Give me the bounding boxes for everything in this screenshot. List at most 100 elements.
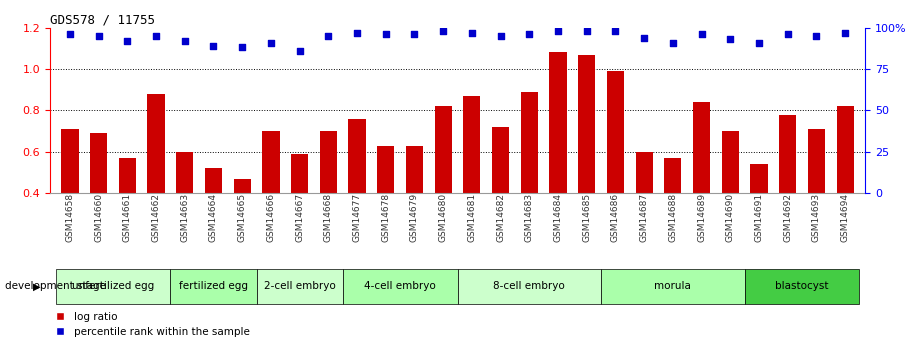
Bar [406, 146, 423, 276]
Bar [722, 131, 739, 276]
Bar [750, 164, 767, 276]
Bar [263, 131, 280, 276]
Text: GSM14663: GSM14663 [180, 193, 189, 242]
Bar [170, 269, 256, 304]
Text: GSM14692: GSM14692 [783, 193, 792, 242]
Text: GSM14678: GSM14678 [381, 193, 390, 242]
Point [694, 31, 708, 37]
Bar [90, 133, 107, 276]
Text: GSM14662: GSM14662 [151, 193, 160, 242]
Text: GSM14665: GSM14665 [237, 193, 246, 242]
Bar [492, 127, 509, 276]
Bar [377, 146, 394, 276]
Point [293, 48, 307, 53]
Point [321, 33, 335, 39]
Point [436, 28, 450, 34]
Bar [291, 154, 308, 276]
Point [752, 40, 766, 45]
Text: GSM14686: GSM14686 [611, 193, 620, 242]
Point [580, 28, 594, 34]
Text: GSM14687: GSM14687 [640, 193, 649, 242]
Text: GSM14660: GSM14660 [94, 193, 103, 242]
Bar [119, 158, 136, 276]
Point [407, 31, 421, 37]
Point [207, 43, 221, 49]
Point [723, 37, 737, 42]
Text: GSM14688: GSM14688 [669, 193, 678, 242]
Point [608, 28, 622, 34]
Text: development stage: development stage [5, 282, 105, 291]
Text: 2-cell embryo: 2-cell embryo [264, 282, 335, 291]
Bar [176, 152, 193, 276]
Point [809, 33, 824, 39]
Text: GSM14677: GSM14677 [352, 193, 361, 242]
Bar [693, 102, 710, 276]
Text: GSM14691: GSM14691 [755, 193, 764, 242]
Text: unfertilized egg: unfertilized egg [72, 282, 154, 291]
Point [63, 31, 77, 37]
Bar [808, 129, 825, 276]
Bar [836, 106, 853, 276]
Point [637, 35, 651, 40]
Text: GSM14683: GSM14683 [525, 193, 534, 242]
Legend: log ratio, percentile rank within the sample: log ratio, percentile rank within the sa… [55, 312, 250, 337]
Text: fertilized egg: fertilized egg [179, 282, 248, 291]
Text: GSM14690: GSM14690 [726, 193, 735, 242]
Text: GSM14694: GSM14694 [841, 193, 850, 242]
Text: GSM14685: GSM14685 [583, 193, 592, 242]
Bar [549, 52, 566, 276]
Text: morula: morula [654, 282, 691, 291]
Bar [607, 71, 624, 276]
Point [235, 45, 249, 50]
Text: GSM14658: GSM14658 [65, 193, 74, 242]
Bar [205, 168, 222, 276]
Point [780, 31, 795, 37]
Text: GSM14682: GSM14682 [496, 193, 506, 242]
Bar [320, 131, 337, 276]
Text: GSM14666: GSM14666 [266, 193, 275, 242]
Text: GDS578 / 11755: GDS578 / 11755 [50, 13, 155, 27]
Point [379, 31, 393, 37]
Text: GSM14679: GSM14679 [410, 193, 419, 242]
Point [522, 31, 536, 37]
Bar [55, 269, 170, 304]
Text: GSM14681: GSM14681 [467, 193, 477, 242]
Bar [148, 94, 165, 276]
Point [264, 40, 278, 45]
Bar [435, 106, 452, 276]
Bar [745, 269, 860, 304]
Point [494, 33, 508, 39]
Text: GSM14667: GSM14667 [295, 193, 304, 242]
Point [350, 30, 364, 35]
Point [838, 30, 853, 35]
Point [178, 38, 192, 43]
Point [551, 28, 565, 34]
Text: GSM14664: GSM14664 [209, 193, 218, 242]
Bar [62, 129, 79, 276]
Text: ▶: ▶ [34, 282, 41, 291]
Bar [635, 152, 652, 276]
Text: blastocyst: blastocyst [776, 282, 829, 291]
Text: 4-cell embryo: 4-cell embryo [364, 282, 436, 291]
Bar [601, 269, 745, 304]
Bar [578, 55, 595, 276]
Bar [664, 158, 681, 276]
Point [149, 33, 163, 39]
Point [92, 33, 106, 39]
Bar [342, 269, 458, 304]
Bar [349, 119, 366, 276]
Text: GSM14680: GSM14680 [439, 193, 448, 242]
Text: GSM14668: GSM14668 [323, 193, 333, 242]
Bar [779, 115, 796, 276]
Text: GSM14689: GSM14689 [697, 193, 706, 242]
Text: GSM14693: GSM14693 [812, 193, 821, 242]
Text: GSM14661: GSM14661 [123, 193, 132, 242]
Text: 8-cell embryo: 8-cell embryo [494, 282, 565, 291]
Bar [234, 179, 251, 276]
Point [666, 40, 680, 45]
Bar [256, 269, 342, 304]
Text: GSM14684: GSM14684 [554, 193, 563, 242]
Bar [458, 269, 601, 304]
Bar [521, 92, 538, 276]
Point [120, 38, 135, 43]
